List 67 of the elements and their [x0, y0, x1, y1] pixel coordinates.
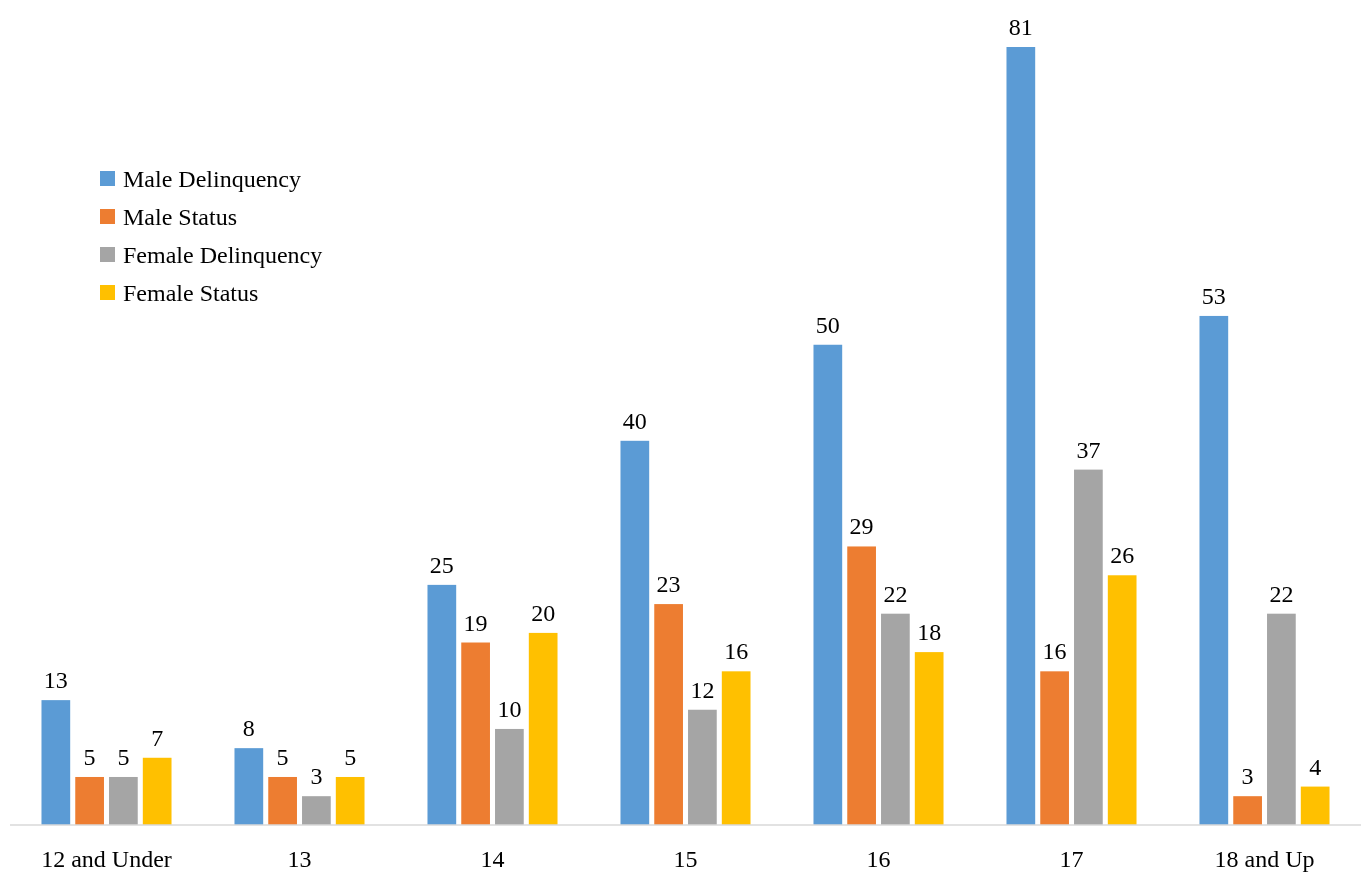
data-label: 5 [344, 743, 357, 770]
x-tick-label: 12 and Under [41, 846, 172, 872]
bar [1040, 671, 1069, 825]
bar [268, 776, 297, 825]
data-label: 5 [117, 743, 130, 770]
bar [109, 776, 138, 825]
bar [1267, 613, 1296, 825]
data-label: 19 [463, 609, 488, 636]
data-label: 10 [497, 695, 522, 722]
data-label: 40 [622, 407, 647, 434]
data-label: 16 [724, 638, 749, 665]
bar [813, 344, 843, 825]
bar [75, 776, 104, 825]
x-tick-label: 14 [480, 846, 505, 872]
data-label: 81 [1008, 14, 1033, 40]
data-label: 7 [151, 724, 164, 751]
data-label: 50 [815, 311, 840, 338]
bar [847, 546, 876, 825]
bar [1107, 575, 1137, 825]
data-label: 22 [1269, 580, 1294, 607]
bar [335, 776, 365, 825]
bar [1074, 469, 1103, 825]
bar [427, 584, 457, 825]
bar [41, 700, 71, 825]
x-tick-label: 17 [1059, 846, 1084, 872]
bar [620, 440, 650, 825]
bar [234, 748, 264, 825]
data-label: 37 [1076, 436, 1101, 463]
x-tick-label: 13 [287, 846, 312, 872]
bar [688, 709, 717, 825]
data-label: 3 [310, 763, 323, 790]
bar [142, 757, 172, 825]
data-label: 12 [690, 676, 715, 703]
legend-label: Male Delinquency [123, 166, 301, 192]
bar [1233, 796, 1262, 825]
data-label: 16 [1042, 638, 1067, 665]
bar [461, 642, 490, 825]
data-label: 8 [242, 715, 255, 742]
bar [721, 671, 751, 825]
data-label: 4 [1309, 753, 1322, 780]
x-tick-label: 18 and Up [1214, 846, 1315, 872]
legend-label: Female Status [123, 280, 259, 306]
data-label: 53 [1201, 282, 1226, 309]
data-label: 23 [656, 571, 681, 598]
data-label: 3 [1241, 763, 1254, 790]
data-label: 5 [83, 743, 96, 770]
bar [914, 652, 944, 825]
bar [495, 728, 524, 825]
data-label: 25 [429, 551, 454, 578]
data-label: 22 [883, 580, 908, 607]
data-label: 29 [849, 513, 874, 540]
x-tick-label: 15 [673, 846, 698, 872]
bar [1199, 315, 1229, 825]
data-label: 20 [531, 599, 556, 626]
data-label: 26 [1110, 542, 1135, 569]
bar [528, 632, 558, 825]
bar [1006, 47, 1036, 825]
bar [881, 613, 910, 825]
data-label: 13 [43, 667, 68, 694]
bar [1300, 786, 1330, 825]
legend-label: Male Status [123, 204, 237, 230]
bar [654, 604, 683, 825]
data-label: 5 [276, 743, 289, 770]
bar [302, 796, 331, 825]
legend-label: Female Delinquency [123, 242, 323, 268]
data-label: 18 [917, 619, 942, 646]
x-tick-label: 16 [866, 846, 891, 872]
